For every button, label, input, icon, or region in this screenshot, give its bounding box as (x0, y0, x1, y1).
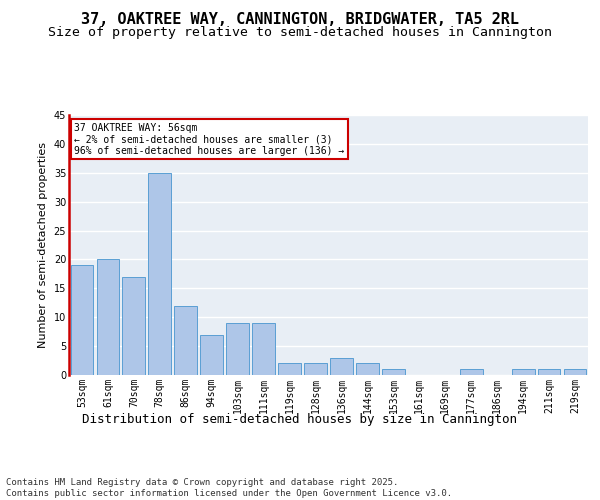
Bar (252, 323, 275, 375)
Bar (200, 334, 223, 375)
Bar (356, 364, 379, 375)
Bar (122, 277, 145, 375)
Y-axis label: Number of semi-detached properties: Number of semi-detached properties (38, 142, 48, 348)
Text: Distribution of semi-detached houses by size in Cannington: Distribution of semi-detached houses by … (83, 412, 517, 426)
Bar (175, 306, 197, 375)
Bar (226, 323, 249, 375)
Text: 37, OAKTREE WAY, CANNINGTON, BRIDGWATER, TA5 2RL: 37, OAKTREE WAY, CANNINGTON, BRIDGWATER,… (81, 12, 519, 28)
Text: 37 OAKTREE WAY: 56sqm
← 2% of semi-detached houses are smaller (3)
96% of semi-d: 37 OAKTREE WAY: 56sqm ← 2% of semi-detac… (74, 123, 344, 156)
Bar (538, 369, 560, 375)
Bar (148, 173, 171, 375)
Text: Size of property relative to semi-detached houses in Cannington: Size of property relative to semi-detach… (48, 26, 552, 39)
Bar (563, 369, 586, 375)
Bar (97, 260, 119, 375)
Bar (71, 265, 94, 375)
Bar (382, 369, 405, 375)
Bar (304, 364, 327, 375)
Bar (330, 358, 353, 375)
Bar (460, 369, 482, 375)
Text: Contains HM Land Registry data © Crown copyright and database right 2025.
Contai: Contains HM Land Registry data © Crown c… (6, 478, 452, 498)
Bar (278, 364, 301, 375)
Bar (512, 369, 535, 375)
